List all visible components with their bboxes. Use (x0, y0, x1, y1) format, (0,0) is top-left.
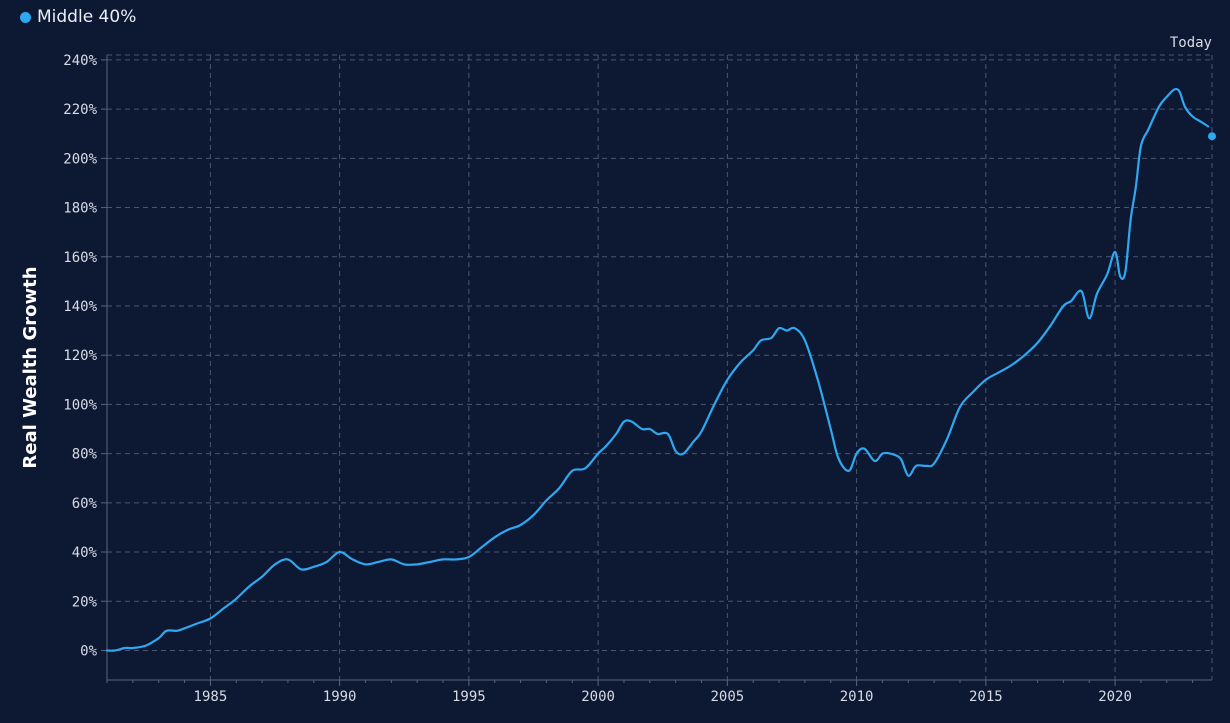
x-tick-label: 2000 (581, 689, 615, 705)
axes: 0% 20% 40% 60% 80% 100% 120% 140% 160% 180% 200% 22… (63, 53, 1213, 705)
y-tick-label: 240% (63, 53, 97, 69)
x-tick-label: 1990 (323, 689, 357, 705)
x-tick-label: 2005 (710, 689, 744, 705)
x-tick-label: 2010 (840, 689, 874, 705)
y-tick-label: 120% (63, 348, 97, 364)
grid (107, 55, 1212, 680)
y-tick-label: 100% (63, 397, 97, 413)
x-tick-label: 2020 (1098, 689, 1132, 705)
today-label: Today (1170, 35, 1212, 51)
y-tick-label: 0% (80, 643, 97, 659)
y-tick-label: 40% (72, 545, 98, 561)
x-tick-label: 1985 (194, 689, 228, 705)
y-tick-label: 60% (72, 496, 98, 512)
today-marker (1208, 132, 1216, 141)
y-tick-label: 180% (63, 201, 97, 217)
legend-label: Middle 40% (37, 7, 137, 27)
series-layer (105, 87, 1216, 652)
legend-dot-icon (20, 11, 31, 23)
x-tick-label: 1995 (452, 689, 486, 705)
legend[interactable]: Middle 40% (20, 7, 136, 27)
y-axis-label: Real Wealth Growth (20, 266, 41, 468)
x-tick-label: 2015 (969, 689, 1003, 705)
series-line (105, 87, 1210, 652)
y-tick-label: 20% (72, 594, 98, 610)
y-tick-label: 140% (63, 299, 97, 315)
y-tick-label: 200% (63, 151, 97, 167)
y-tick-label: 160% (63, 250, 97, 266)
y-tick-label: 80% (72, 447, 98, 463)
y-tick-label: 220% (63, 102, 97, 118)
